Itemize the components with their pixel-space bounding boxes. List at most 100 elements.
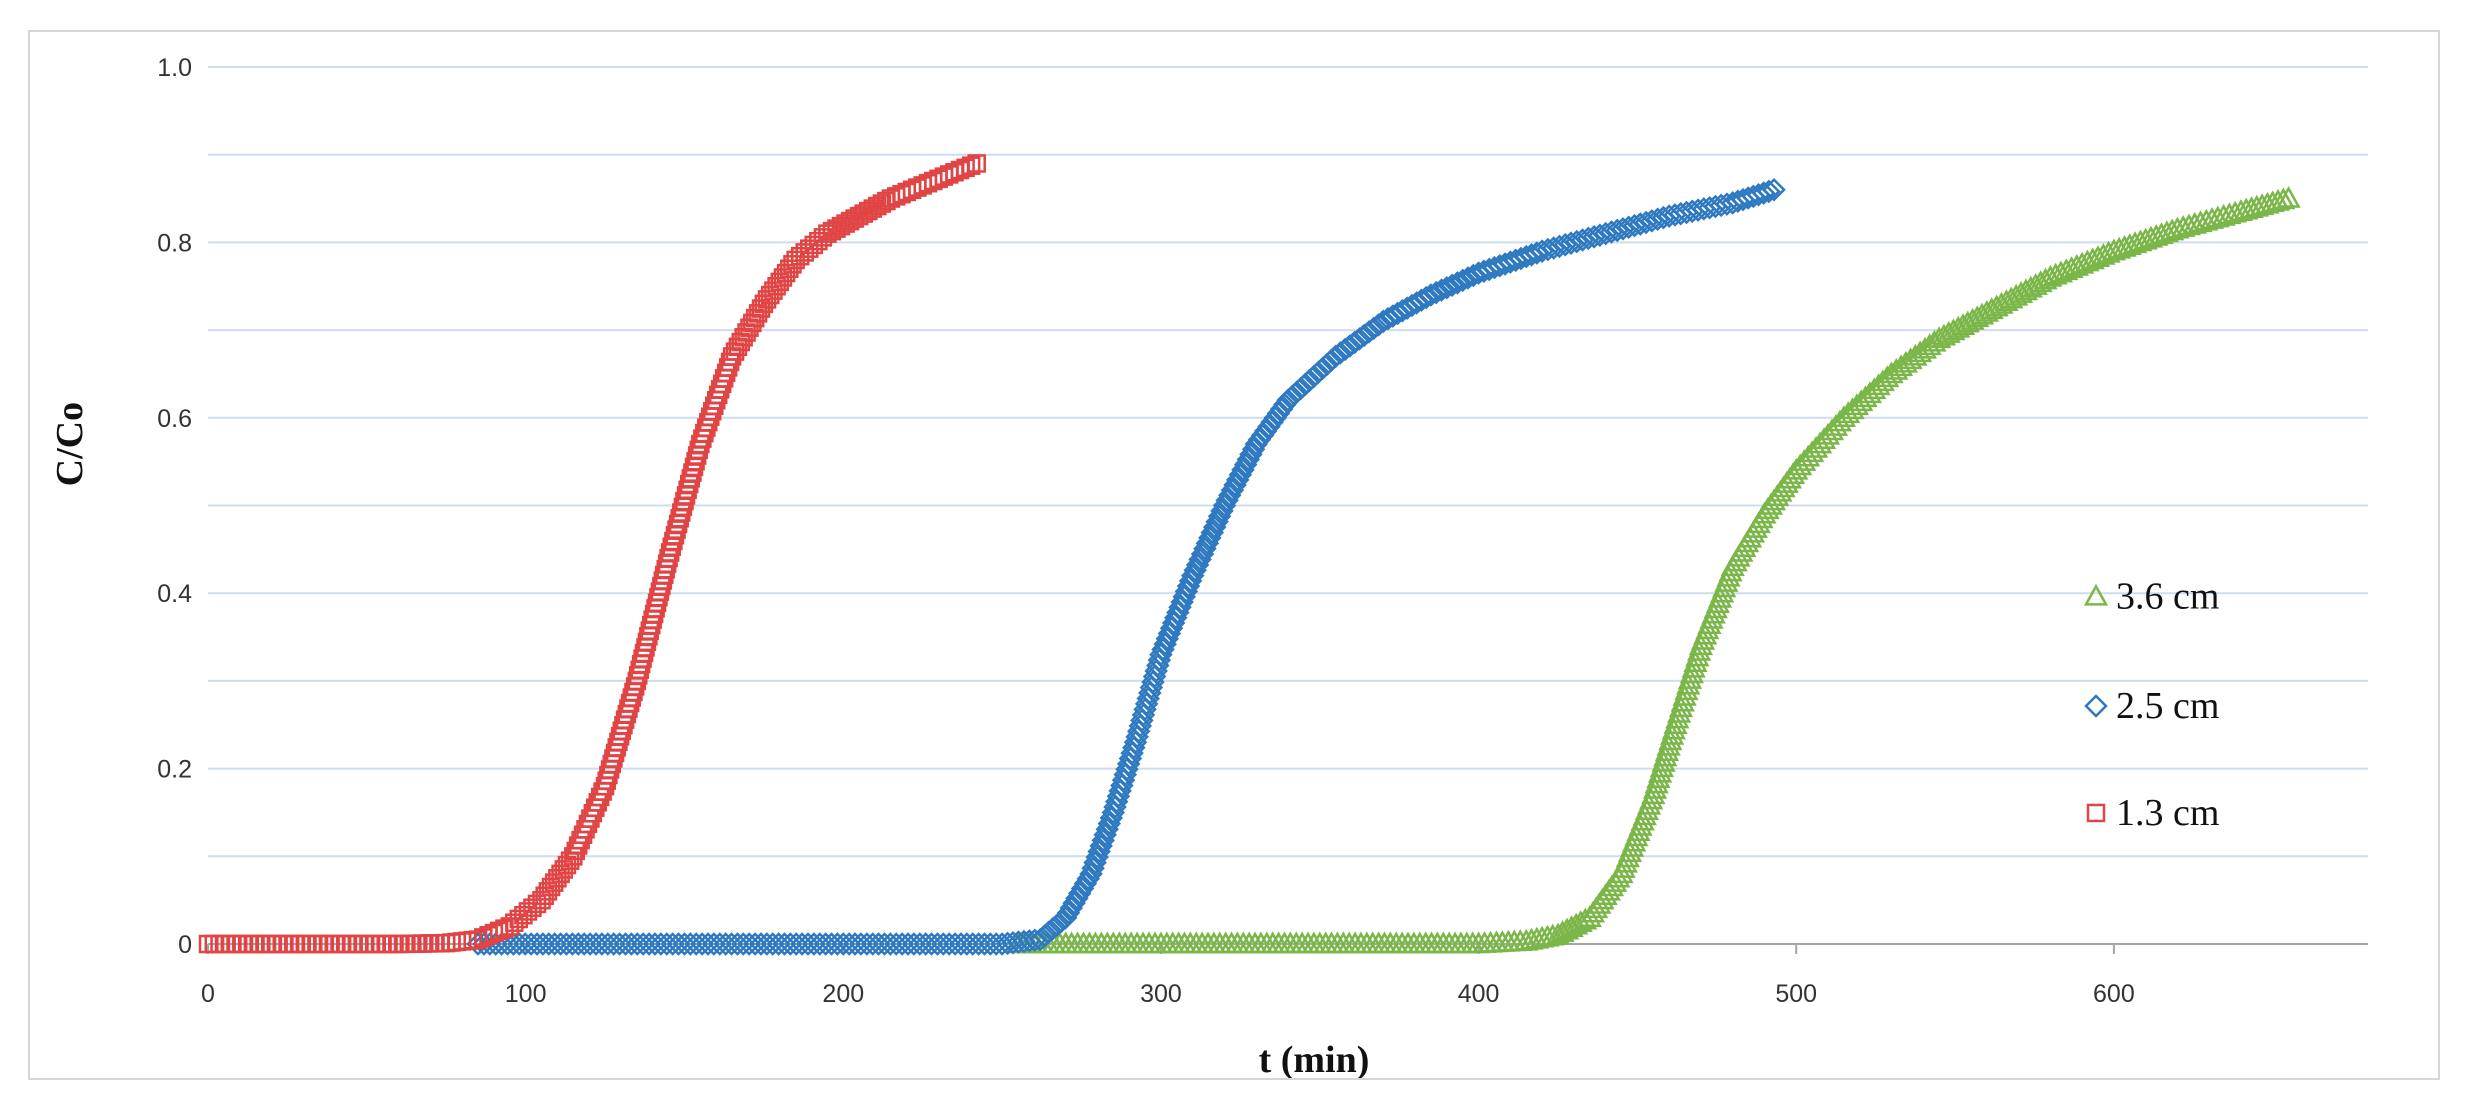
data-point xyxy=(1541,236,1566,260)
data-point xyxy=(1395,296,1419,320)
data-point xyxy=(1390,299,1415,323)
data-point xyxy=(1445,271,1470,295)
series-1-3-cm xyxy=(198,154,986,954)
series-layer xyxy=(198,154,2301,956)
data-point xyxy=(1879,361,1904,384)
data-point xyxy=(1605,218,1629,243)
data-point xyxy=(1450,268,1475,293)
data-point xyxy=(1456,266,1480,290)
legend-marker xyxy=(2086,803,2106,823)
data-point xyxy=(1576,226,1601,251)
data-point xyxy=(1435,275,1459,300)
data-point xyxy=(2064,253,2089,276)
legend-item: 1.3 cm xyxy=(2086,792,2219,834)
data-point xyxy=(1400,293,1424,318)
data-point xyxy=(2043,262,2068,285)
data-point xyxy=(2128,229,2153,252)
data-point xyxy=(1884,357,1909,380)
chart-frame: 0 0.2 0.4 0.6 0.8 1.0 0 100 200 300 400 500 600 t (m… xyxy=(28,30,2440,1080)
y-tick-label: 0 xyxy=(178,931,192,959)
x-tick-label: 500 xyxy=(1775,980,1817,1008)
x-tick-label: 200 xyxy=(822,980,864,1008)
data-point xyxy=(2080,247,2105,270)
data-point xyxy=(1461,263,1486,288)
data-point xyxy=(1573,907,1598,930)
data-point xyxy=(2112,234,2137,257)
data-point xyxy=(1570,228,1595,252)
data-point xyxy=(2154,220,2179,243)
data-point xyxy=(2133,227,2158,250)
data-point xyxy=(1599,220,1624,244)
data-point xyxy=(2138,225,2164,248)
legend-label: 3.6 cm xyxy=(2116,575,2219,617)
data-point xyxy=(961,156,981,175)
y-tick-label: 0.6 xyxy=(157,405,192,433)
data-point xyxy=(1440,273,1464,298)
data-point xyxy=(1559,231,1583,255)
data-point xyxy=(1622,213,1647,238)
data-point xyxy=(2149,222,2174,244)
data-point xyxy=(1762,178,1786,202)
y-axis-title: C/Co xyxy=(49,402,91,486)
data-point xyxy=(984,932,1009,956)
data-point xyxy=(2096,240,2121,263)
y-tick-label: 0.2 xyxy=(157,756,192,784)
data-point xyxy=(1023,928,1047,953)
data-point xyxy=(2075,249,2100,272)
data-point xyxy=(1381,304,1405,328)
y-tick-label: 1.0 xyxy=(157,54,192,82)
data-point xyxy=(1640,209,1664,233)
data-point xyxy=(2271,187,2296,210)
data-point xyxy=(1371,309,1396,334)
data-point xyxy=(1429,278,1454,302)
data-point xyxy=(2101,238,2127,261)
data-point xyxy=(1751,181,1776,205)
x-tick-label: 300 xyxy=(1140,980,1182,1008)
data-point xyxy=(1634,210,1658,235)
data-point xyxy=(1893,350,1918,373)
data-point xyxy=(1530,239,1554,263)
data-point xyxy=(1898,347,1923,370)
data-point xyxy=(2054,258,2079,281)
data-point xyxy=(1616,215,1641,240)
tick-layer: 0 0.2 0.4 0.6 0.8 1.0 0 100 200 300 400 500 600 xyxy=(157,54,2135,1008)
y-tick-label: 0.8 xyxy=(157,229,192,257)
data-point xyxy=(1525,241,1549,265)
data-point xyxy=(2059,256,2084,278)
data-point xyxy=(1424,280,1449,305)
data-point xyxy=(1903,343,1928,366)
data-point xyxy=(2069,251,2095,274)
data-point xyxy=(1888,354,1914,377)
legend: 3.6 cm 2.5 cm 1.3 cm xyxy=(2083,575,2219,834)
data-point xyxy=(1912,336,1938,359)
legend-label: 1.3 cm xyxy=(2116,792,2219,834)
data-point xyxy=(1419,283,1443,307)
data-point xyxy=(2117,233,2142,255)
data-point xyxy=(1628,212,1653,236)
data-point xyxy=(1536,237,1560,262)
chart-svg: 0 0.2 0.4 0.6 0.8 1.0 0 100 200 300 400 500 600 t (m… xyxy=(49,54,2368,1078)
data-point xyxy=(495,919,514,938)
data-point xyxy=(1414,285,1438,310)
data-point xyxy=(2276,185,2301,208)
data-point xyxy=(2048,260,2074,283)
legend-marker xyxy=(2083,583,2109,606)
series-2-5-cm xyxy=(466,178,1786,956)
x-tick-label: 100 xyxy=(505,980,547,1008)
data-point xyxy=(2085,245,2111,267)
y-tick-label: 0.4 xyxy=(157,580,192,608)
x-axis-title: t (min) xyxy=(1259,1039,1370,1078)
data-point xyxy=(967,154,986,173)
legend-marker xyxy=(2084,694,2108,718)
data-point xyxy=(2122,231,2148,254)
x-tick-label: 0 xyxy=(201,980,215,1008)
data-point xyxy=(2038,264,2063,287)
data-point xyxy=(1376,306,1400,331)
legend-item: 2.5 cm xyxy=(2084,685,2219,727)
data-point xyxy=(1588,223,1612,247)
x-tick-label: 600 xyxy=(2093,980,2135,1008)
data-point xyxy=(1553,233,1577,257)
data-point xyxy=(1582,225,1606,249)
data-point xyxy=(2091,242,2116,265)
data-point xyxy=(1404,291,1429,315)
